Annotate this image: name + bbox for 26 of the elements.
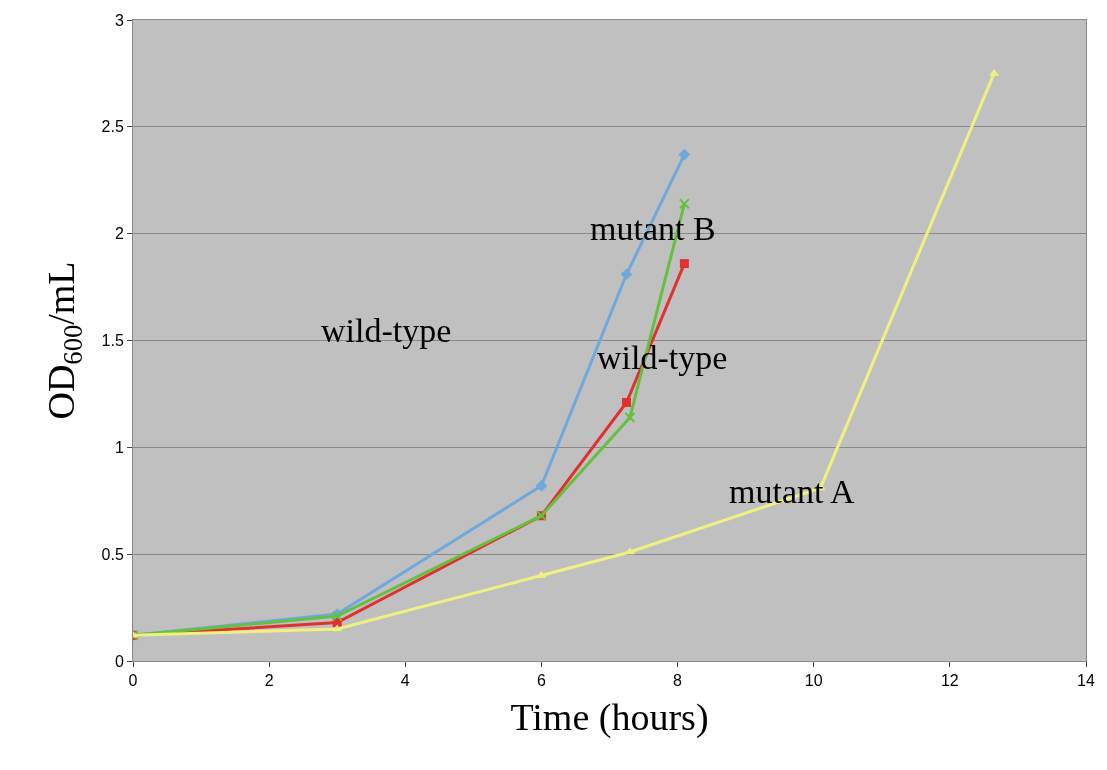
x-tick-label: 10 [804,672,823,690]
y-tick-label: 2 [114,225,124,243]
x-tick-label: 0 [128,672,138,690]
x-tick-label: 4 [400,672,410,690]
x-axis-title: Time (hours) [510,696,709,740]
point [679,259,689,269]
x-tick-label: 12 [940,672,959,690]
point [678,198,690,210]
point [622,397,632,407]
annotation: mutant A [729,473,856,510]
y-tick-label: 2.5 [101,118,124,136]
x-tick-label: 14 [1077,672,1095,690]
point [535,479,548,492]
point [332,624,343,632]
y-tick-label: 0 [114,652,124,670]
point [624,411,636,423]
point [678,148,691,161]
y-tick-label: 0.5 [101,545,124,563]
y-tick-label: 1 [114,438,124,456]
annotation: wild-type [321,312,452,349]
x-tick-label: 2 [264,672,274,690]
x-tick-label: 8 [673,672,683,690]
x-tick-label: 6 [536,672,546,690]
y-tick-label: 3 [114,11,124,29]
point [620,268,633,281]
y-tick-label: 1.5 [101,332,124,350]
